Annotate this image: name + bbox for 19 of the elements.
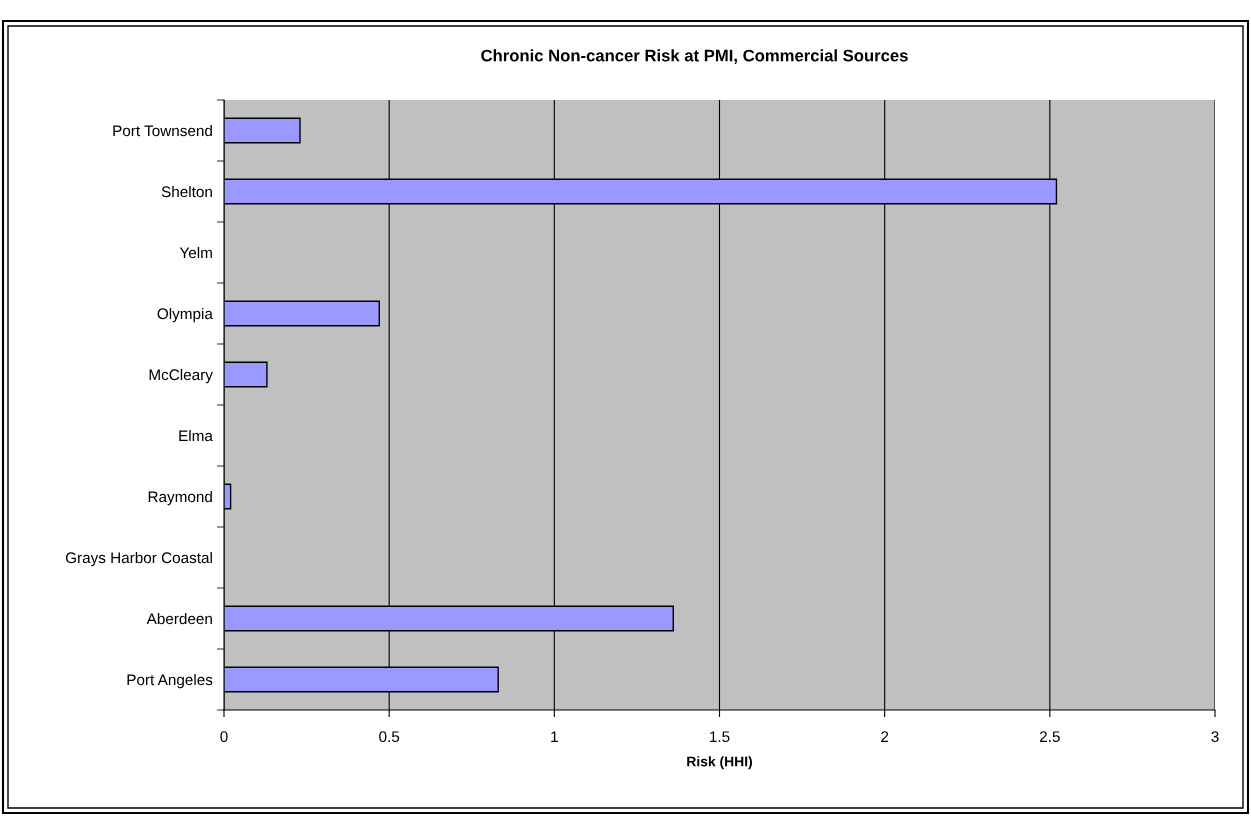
chart-title: Chronic Non-cancer Risk at PMI, Commercial Sources (481, 49, 908, 64)
x-tick-label: 2.5 (1039, 731, 1060, 743)
y-tick-label: Raymond (148, 490, 212, 506)
y-tick-label: Olympia (157, 307, 213, 323)
y-tick-label: McCleary (149, 368, 213, 384)
x-tick-label: 1 (551, 731, 558, 742)
y-tick-label: Port Townsend (113, 124, 212, 137)
x-tick-label: 0.5 (379, 731, 400, 743)
y-tick-label: Grays Harbor Coastal (65, 551, 212, 567)
y-tick-label: Port Angeles (127, 673, 213, 689)
y-tick-label: Shelton (161, 185, 212, 198)
x-tick-label: 3 (1211, 731, 1219, 743)
y-tick-label: Aberdeen (146, 612, 212, 625)
y-tick-label: Yelm (179, 246, 212, 259)
x-axis-title: Risk (HHI) (687, 756, 752, 770)
x-tick-label: 1.5 (710, 731, 730, 743)
x-tick-label: 0 (220, 731, 228, 743)
x-tick-label: 2 (881, 731, 889, 742)
y-tick-label: Elma (179, 429, 213, 442)
